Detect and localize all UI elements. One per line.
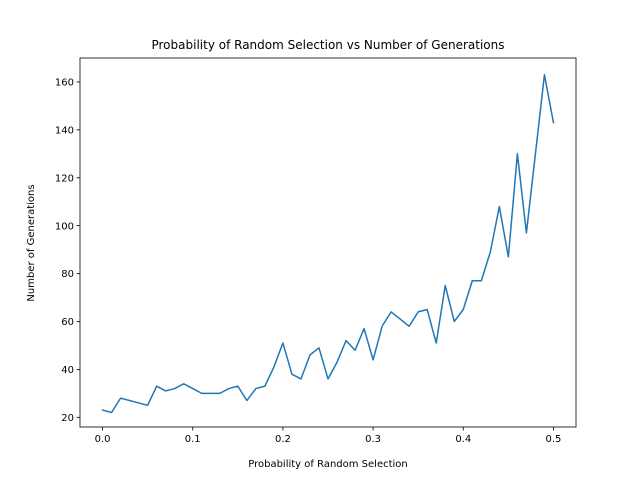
plot-area: 0.0 0.1 0.2 0.3 0.4 0.5 20 40 60 80 100 120 140 160 — [55, 57, 577, 445]
y-tick-label: 120 — [55, 173, 74, 184]
x-tick-label: 0.0 — [95, 434, 111, 445]
series-line-0 — [101, 74, 555, 414]
axes-frame — [79, 57, 577, 428]
x-tick-label: 0.5 — [546, 434, 562, 445]
chart-title: Probability of Random Selection vs Numbe… — [151, 38, 504, 52]
y-tick-label: 20 — [61, 413, 74, 424]
y-tick-label: 60 — [61, 317, 74, 328]
x-tick-label: 0.4 — [455, 434, 471, 445]
x-tick-label: 0.2 — [275, 434, 291, 445]
y-tick-label: 100 — [55, 221, 74, 232]
x-axis-label: Probability of Random Selection — [248, 459, 408, 470]
y-tick-label: 80 — [61, 269, 74, 280]
y-tick-label: 160 — [55, 78, 74, 89]
y-axis-label: Number of Generations — [26, 184, 37, 301]
y-tick-label: 40 — [61, 365, 74, 376]
y-tick-label: 140 — [55, 125, 74, 136]
x-tick-label: 0.1 — [185, 434, 201, 445]
x-tick-label: 0.3 — [365, 434, 381, 445]
